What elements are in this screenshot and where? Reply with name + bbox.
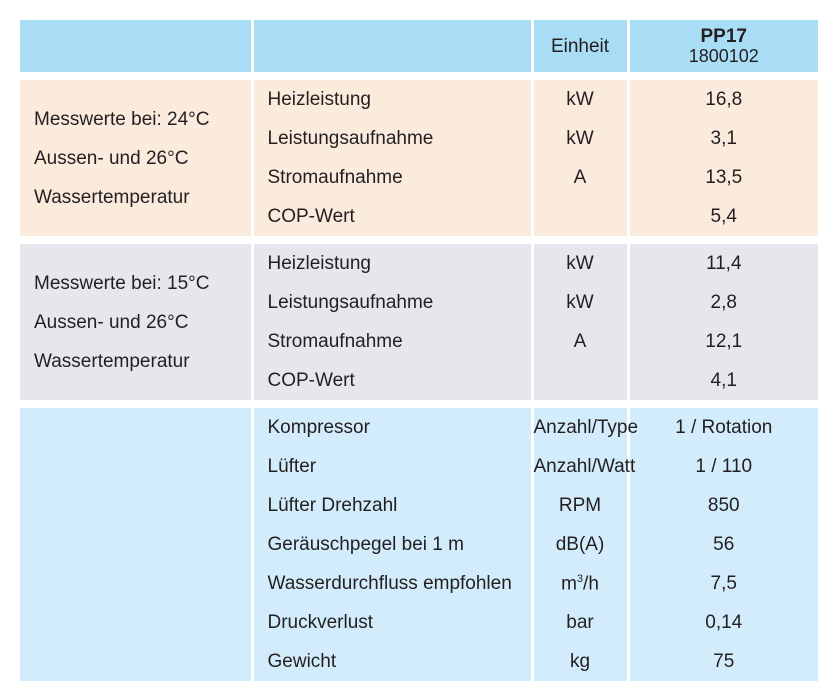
row-value: 11,4 xyxy=(628,244,818,283)
table-row: Leistungsaufnahme kW 3,1 xyxy=(20,119,818,158)
row-label: Lüfter xyxy=(252,447,534,486)
row-value: 1 / 110 xyxy=(628,447,818,486)
table-row: COP-Wert 4,1 xyxy=(20,361,818,400)
row-value: 16,8 xyxy=(628,80,818,119)
unit-superscript: 3 xyxy=(576,572,584,585)
row-unit: A xyxy=(532,322,630,361)
row-label: COP-Wert xyxy=(252,197,534,236)
group-b-condition: Messwerte bei: 15°C Aussen- und 26°C Was… xyxy=(20,244,254,400)
row-unit: Anzahl/Watt xyxy=(532,447,635,486)
row-label: Lüfter Drehzahl xyxy=(252,486,534,525)
model-name: PP17 xyxy=(700,26,747,47)
table-row: Stromaufnahme A 13,5 xyxy=(20,158,818,197)
row-label: COP-Wert xyxy=(252,361,534,400)
row-value: 75 xyxy=(628,642,818,681)
row-value: 13,5 xyxy=(628,158,818,197)
row-unit: A xyxy=(532,158,630,197)
row-label: Geräuschpegel bei 1 m xyxy=(252,525,534,564)
row-unit: dB(A) xyxy=(532,525,630,564)
row-unit: kg xyxy=(532,642,630,681)
row-label: Stromaufnahme xyxy=(252,322,534,361)
condition-line: Aussen- und 26°C xyxy=(34,311,189,333)
row-label: Kompressor xyxy=(252,408,534,447)
group-c-side xyxy=(20,408,254,681)
row-label: Leistungsaufnahme xyxy=(252,119,534,158)
row-value: 1 / Rotation xyxy=(628,408,818,447)
group-a-condition: Messwerte bei: 24°C Aussen- und 26°C Was… xyxy=(20,80,254,236)
table-row: Messwerte bei: 15°C Aussen- und 26°C Was… xyxy=(20,244,818,400)
row-unit: kW xyxy=(532,283,630,322)
row-label: Wasserdurchfluss empfohlen xyxy=(252,564,534,603)
unit-tail: /h xyxy=(583,573,599,595)
row-unit: bar xyxy=(532,603,630,642)
spacer xyxy=(20,400,818,408)
row-unit: m3/h xyxy=(532,564,630,603)
condition-line: Wassertemperatur xyxy=(34,350,190,372)
row-value: 56 xyxy=(628,525,818,564)
unit-column-header: Einheit xyxy=(532,20,630,72)
unit-base: m xyxy=(561,573,577,595)
row-value: 2,8 xyxy=(628,283,818,322)
table-row: Gewicht kg 75 xyxy=(20,642,818,681)
condition-line: Messwerte bei: 15°C xyxy=(34,272,210,294)
row-unit xyxy=(532,361,630,400)
row-value: 4,1 xyxy=(628,361,818,400)
table-row: Wasserdurchfluss empfohlen m3/h 7,5 xyxy=(20,564,818,603)
condition-line: Wassertemperatur xyxy=(34,186,190,208)
header-row: Einheit PP17 1800102 xyxy=(20,20,818,72)
row-label: Heizleistung xyxy=(252,80,534,119)
condition-line: Aussen- und 26°C xyxy=(34,147,189,169)
table-row: Lüfter Anzahl/Watt 1 / 110 xyxy=(20,447,818,486)
row-unit: kW xyxy=(532,80,630,119)
row-value: 7,5 xyxy=(628,564,818,603)
row-label: Leistungsaufnahme xyxy=(252,283,534,322)
row-label: Gewicht xyxy=(252,642,534,681)
row-value: 850 xyxy=(628,486,818,525)
row-unit: kW xyxy=(532,244,630,283)
row-label: Stromaufnahme xyxy=(252,158,534,197)
table-row: COP-Wert 5,4 xyxy=(20,197,818,236)
row-unit xyxy=(532,197,630,236)
model-column-header: PP17 1800102 xyxy=(628,20,818,72)
table-row: Kompressor Anzahl/Type 1 / Rotation xyxy=(20,408,818,681)
row-value: 12,1 xyxy=(628,322,818,361)
model-number: 1800102 xyxy=(688,46,759,66)
row-unit: kW xyxy=(532,119,630,158)
row-label: Druckverlust xyxy=(252,603,534,642)
table-row: Lüfter Drehzahl RPM 850 xyxy=(20,486,818,525)
spacer xyxy=(20,236,818,244)
row-value: 5,4 xyxy=(628,197,818,236)
row-unit: RPM xyxy=(532,486,630,525)
header-empty-1 xyxy=(20,20,254,72)
row-unit: Anzahl/Type xyxy=(532,408,638,447)
row-value: 0,14 xyxy=(628,603,818,642)
spacer xyxy=(20,72,818,80)
condition-line: Messwerte bei: 24°C xyxy=(34,108,210,130)
table-row: Leistungsaufnahme kW 2,8 xyxy=(20,283,818,322)
row-label: Heizleistung xyxy=(252,244,534,283)
row-value: 3,1 xyxy=(628,119,818,158)
header-empty-2 xyxy=(252,20,534,72)
table-row: Druckverlust bar 0,14 xyxy=(20,603,818,642)
table-row: Geräuschpegel bei 1 m dB(A) 56 xyxy=(20,525,818,564)
table-row: Messwerte bei: 24°C Aussen- und 26°C Was… xyxy=(20,80,818,236)
spec-table: Einheit PP17 1800102 Messwerte bei: 24°C… xyxy=(20,20,818,681)
table-row: Stromaufnahme A 12,1 xyxy=(20,322,818,361)
